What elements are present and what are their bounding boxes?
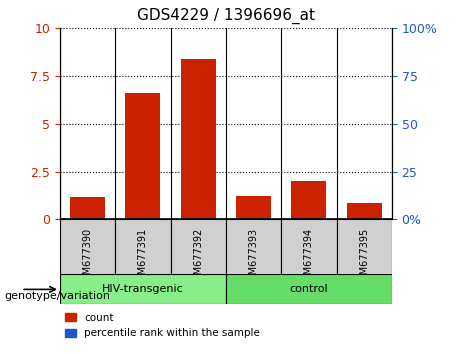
Bar (181, 217, 216, 219)
Text: GSM677391: GSM677391 (138, 228, 148, 287)
Bar (70, 198, 105, 219)
Text: GSM677392: GSM677392 (193, 228, 203, 287)
Text: GSM677394: GSM677394 (304, 228, 314, 287)
FancyBboxPatch shape (171, 219, 226, 276)
Bar (70, 217, 105, 219)
FancyBboxPatch shape (226, 274, 392, 304)
Text: GSM677395: GSM677395 (359, 228, 369, 287)
FancyBboxPatch shape (60, 219, 115, 276)
Bar (236, 195, 271, 219)
Bar (291, 218, 326, 219)
Legend: count, percentile rank within the sample: count, percentile rank within the sample (65, 313, 260, 338)
FancyBboxPatch shape (60, 274, 226, 304)
Text: control: control (290, 284, 328, 295)
Bar (125, 217, 160, 219)
Bar (291, 181, 326, 219)
Text: GSM677393: GSM677393 (248, 228, 259, 287)
Bar (347, 203, 382, 219)
Bar (181, 59, 216, 219)
FancyBboxPatch shape (281, 219, 337, 276)
FancyBboxPatch shape (337, 219, 392, 276)
Bar (236, 217, 271, 219)
Text: genotype/variation: genotype/variation (5, 291, 111, 301)
Bar (125, 93, 160, 219)
Text: HIV-transgenic: HIV-transgenic (102, 284, 184, 295)
FancyBboxPatch shape (115, 219, 171, 276)
Bar (347, 218, 382, 219)
Title: GDS4229 / 1396696_at: GDS4229 / 1396696_at (137, 8, 315, 24)
FancyBboxPatch shape (226, 219, 281, 276)
Text: GSM677390: GSM677390 (83, 228, 93, 287)
